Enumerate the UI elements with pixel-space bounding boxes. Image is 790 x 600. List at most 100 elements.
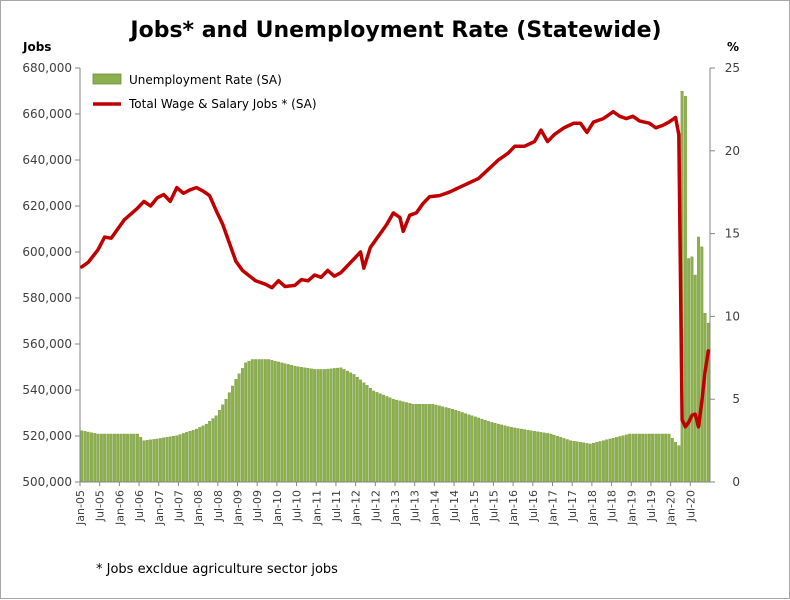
right-tick-label: 0: [732, 475, 740, 489]
unemployment-bar: [510, 427, 513, 483]
unemployment-bar: [345, 370, 349, 483]
unemployment-bar: [296, 366, 300, 483]
unemployment-bar: [428, 404, 431, 483]
unemployment-bar: [569, 440, 572, 483]
unemployment-bar: [601, 440, 605, 483]
unemployment-bar: [500, 424, 504, 483]
unemployment-bar: [250, 359, 254, 483]
unemployment-bar: [221, 404, 225, 483]
unemployment-bar: [588, 443, 592, 483]
unemployment-bar: [382, 394, 385, 483]
unemployment-bar: [375, 392, 379, 483]
unemployment-bar: [618, 436, 622, 483]
unemployment-bar: [306, 368, 310, 483]
x-tick-label: Jul-06: [133, 490, 146, 522]
unemployment-bar: [211, 418, 215, 483]
left-tick-label: 620,000: [22, 199, 72, 213]
right-tick-label: 20: [725, 144, 740, 158]
left-tick-label: 580,000: [22, 291, 72, 305]
unemployment-bar: [201, 425, 205, 483]
unemployment-bar: [638, 433, 641, 483]
unemployment-bar: [149, 439, 152, 483]
unemployment-bar: [362, 382, 366, 483]
unemployment-bar: [674, 442, 677, 483]
left-tick-label: 500,000: [22, 475, 72, 489]
unemployment-bar: [418, 404, 422, 483]
left-tick-label: 560,000: [22, 337, 72, 351]
unemployment-bar: [700, 246, 704, 483]
unemployment-bar: [290, 365, 294, 483]
unemployment-bar: [454, 410, 458, 483]
unemployment-bar: [293, 365, 297, 483]
left-tick-label: 600,000: [22, 245, 72, 259]
unemployment-bar: [450, 408, 454, 483]
footnote: * Jobs excldue agriculture sector jobs: [96, 562, 338, 577]
unemployment-bar: [106, 433, 110, 483]
x-tick-label: Jan-17: [547, 490, 560, 526]
unemployment-bar: [368, 388, 372, 483]
unemployment-bar: [359, 379, 362, 483]
x-tick-label: Jul-17: [566, 490, 579, 522]
unemployment-bar: [208, 421, 212, 483]
unemployment-bar: [628, 433, 632, 483]
unemployment-bar: [487, 421, 490, 483]
unemployment-bar: [323, 369, 326, 483]
unemployment-bar: [536, 431, 540, 483]
unemployment-bar: [405, 402, 408, 483]
unemployment-bar: [706, 322, 710, 483]
x-tick-label: Jan-16: [507, 490, 520, 526]
unemployment-bar: [615, 437, 618, 483]
x-tick-label: Jan-19: [625, 490, 638, 526]
unemployment-bar: [168, 436, 172, 483]
unemployment-bar: [218, 410, 221, 483]
x-tick-label: Jul-10: [291, 490, 304, 522]
x-tick-label: Jan-13: [389, 490, 402, 526]
unemployment-bar: [578, 442, 582, 483]
x-tick-label: Jul-14: [448, 490, 461, 522]
unemployment-bar: [352, 374, 356, 483]
unemployment-bar: [441, 406, 445, 483]
unemployment-bar: [621, 435, 625, 483]
unemployment-bar: [339, 367, 343, 483]
unemployment-bar: [611, 437, 615, 483]
unemployment-bar: [559, 437, 563, 483]
unemployment-bar: [473, 416, 477, 483]
unemployment-bar: [165, 437, 169, 483]
unemployment-bar: [277, 361, 280, 483]
legend-label-unemployment: Unemployment Rate (SA): [129, 73, 282, 87]
unemployment-bar: [309, 368, 313, 483]
left-tick-label: 680,000: [22, 61, 72, 75]
unemployment-bar: [697, 236, 700, 483]
unemployment-bar: [231, 385, 235, 483]
unemployment-bar: [447, 408, 451, 483]
unemployment-bar: [657, 433, 661, 483]
unemployment-bar: [562, 438, 566, 483]
x-tick-label: Jan-20: [665, 490, 678, 526]
x-tick-label: Jul-13: [409, 490, 422, 522]
x-tick-label: Jan-07: [153, 490, 166, 526]
unemployment-bar: [257, 359, 261, 483]
unemployment-bar: [132, 433, 136, 483]
unemployment-bar: [592, 442, 595, 483]
x-tick-label: Jul-19: [645, 490, 658, 522]
unemployment-bar: [342, 369, 346, 483]
unemployment-bar: [608, 438, 612, 483]
unemployment-bar: [303, 367, 307, 483]
unemployment-bar: [470, 415, 474, 483]
unemployment-bar: [198, 427, 202, 483]
right-tick-label: 5: [732, 392, 740, 406]
unemployment-bar: [457, 411, 461, 483]
unemployment-bar: [283, 363, 287, 483]
unemployment-bar: [401, 401, 405, 483]
unemployment-bar: [624, 434, 628, 483]
x-tick-label: Jan-08: [192, 490, 205, 526]
unemployment-bar: [595, 442, 599, 483]
unemployment-bar: [598, 441, 602, 483]
unemployment-bar: [188, 431, 192, 483]
left-tick-label: 640,000: [22, 153, 72, 167]
left-axis-label: Jobs: [22, 40, 51, 54]
unemployment-bar: [355, 376, 359, 483]
unemployment-bar: [391, 399, 395, 483]
